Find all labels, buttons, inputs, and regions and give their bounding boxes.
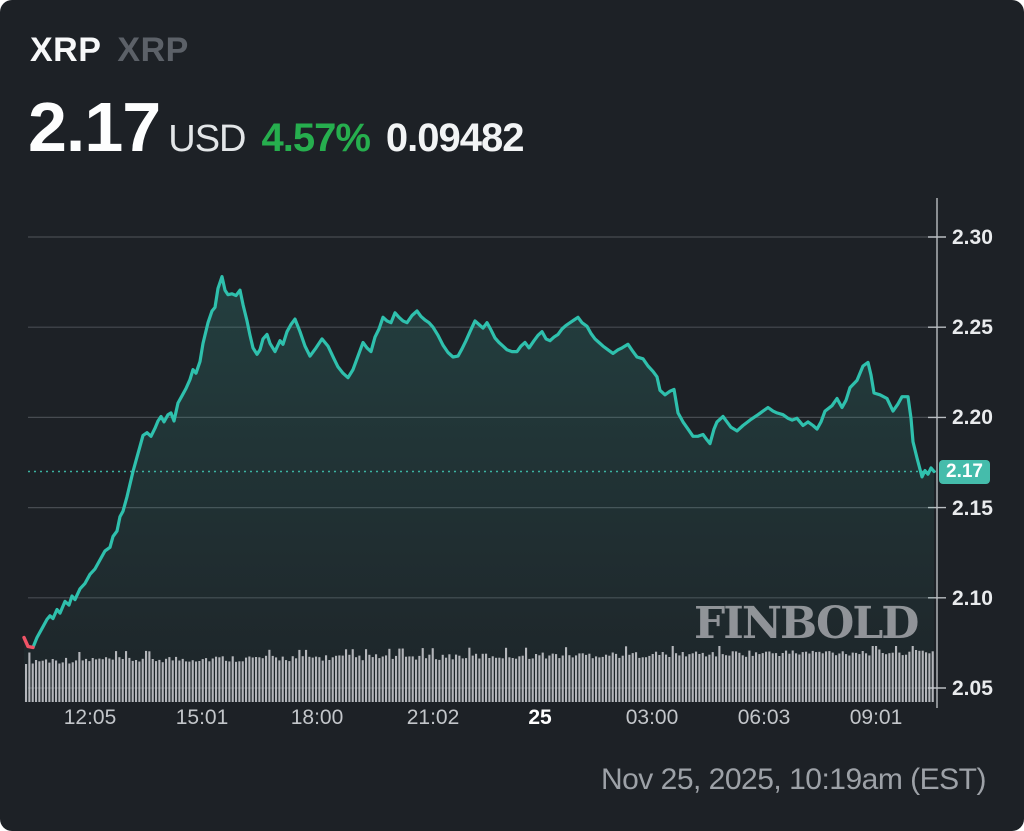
price-change-percent: 4.57%: [261, 116, 370, 160]
finbold-watermark-logo: FINBOLD: [694, 598, 919, 649]
asset-header: XRP XRP: [30, 33, 189, 67]
current-price-badge: 2.17: [939, 459, 990, 484]
chart-timestamp: Nov 25, 2025, 10:19am (EST): [600, 763, 987, 796]
current-price: 2.17: [28, 88, 161, 166]
price-header: 2.17 USD 4.57% 0.09482: [28, 92, 524, 162]
asset-symbol: XRP: [30, 31, 102, 69]
price-change-absolute: 0.09482: [385, 116, 525, 160]
asset-symbol-secondary: XRP: [117, 31, 189, 69]
price-currency: USD: [168, 118, 246, 160]
